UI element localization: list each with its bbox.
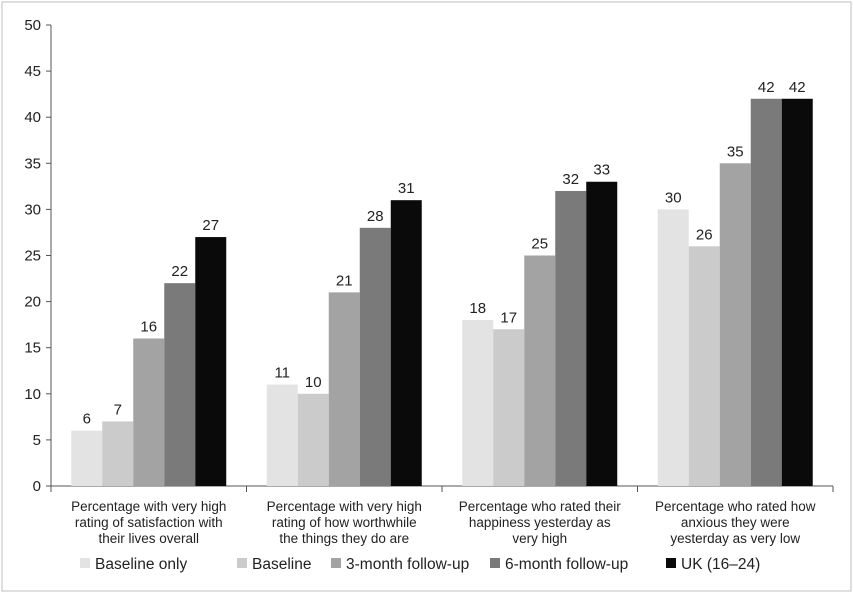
category-label-line: Percentage with very high: [71, 499, 226, 514]
category-label-line: their lives overall: [98, 531, 199, 546]
category-label-line: Percentage with very high: [267, 499, 422, 514]
data-label: 25: [531, 236, 548, 253]
category-label-line: the things they do are: [279, 531, 409, 546]
category-label-line: yesterday as very low: [670, 531, 800, 546]
y-tick-label: 25: [24, 248, 41, 265]
y-axis: 0 5 10 15 20 25 30 35 40 45 50: [24, 17, 52, 495]
bar: [719, 163, 751, 487]
y-tick-label: 5: [33, 432, 41, 449]
data-label: 21: [336, 272, 353, 289]
category-label-line: Percentage who rated how: [655, 499, 816, 514]
bar: [266, 384, 298, 486]
category-label-line: Percentage who rated their: [459, 499, 622, 514]
data-label: 27: [202, 217, 219, 234]
y-tick-label: 10: [24, 386, 41, 403]
category-label-line: very high: [512, 531, 567, 546]
bar: [462, 320, 494, 486]
bar: [328, 292, 360, 486]
legend-swatch: [666, 558, 676, 568]
legend-label: 6-month follow-up: [505, 556, 628, 573]
data-label: 16: [140, 318, 157, 335]
bar: [102, 421, 134, 486]
bar: [359, 227, 391, 486]
y-tick-label: 30: [24, 201, 41, 218]
data-label: 18: [469, 300, 486, 317]
y-tick-label: 0: [33, 478, 41, 495]
bar: [133, 338, 165, 486]
data-label: 42: [758, 79, 775, 96]
legend-swatch: [237, 558, 247, 568]
bars-group: [71, 98, 813, 487]
legend-label: Baseline: [252, 556, 311, 573]
data-label: 31: [398, 180, 415, 197]
legend-swatch: [80, 558, 90, 568]
data-label: 10: [305, 374, 322, 391]
legend-swatch: [331, 558, 341, 568]
bar: [688, 246, 720, 486]
category-label: Percentage who rated their happiness yest…: [459, 499, 622, 546]
legend-swatch: [490, 558, 500, 568]
data-label: 17: [500, 309, 517, 326]
bar: [657, 209, 689, 486]
bar: [750, 98, 782, 486]
category-label-line: happiness yesterday as: [469, 515, 611, 530]
data-label: 35: [727, 143, 744, 160]
data-labels-group: 6 11 18 30 7 10 17 26 16 21 25 35 22 28 32 42 27 31 33 42: [83, 79, 806, 428]
category-label: Percentage who rated how anxious they wer…: [655, 499, 816, 546]
y-tick-label: 20: [24, 294, 41, 311]
data-label: 32: [562, 171, 579, 188]
y-tick-label: 15: [24, 340, 41, 357]
bar: [781, 98, 813, 486]
category-label-line: anxious they were: [681, 515, 790, 530]
legend-label: 3-month follow-up: [346, 556, 469, 573]
y-tick-label: 45: [24, 63, 41, 80]
data-label: 7: [114, 401, 122, 418]
y-tick-label: 40: [24, 109, 41, 126]
data-label: 22: [171, 263, 188, 280]
bar: [195, 237, 227, 486]
category-label: Percentage with very high rating of how w…: [267, 499, 422, 546]
legend-label: Baseline only: [95, 556, 187, 573]
bar: [71, 430, 103, 486]
data-label: 6: [83, 411, 91, 428]
category-label-line: rating of satisfaction with: [75, 515, 223, 530]
data-label: 26: [696, 226, 713, 243]
bar: [164, 283, 196, 486]
data-label: 11: [274, 365, 290, 382]
bar: [524, 255, 556, 486]
category-label-line: rating of how worthwhile: [272, 515, 417, 530]
data-label: 30: [665, 189, 682, 206]
bar: [586, 181, 618, 487]
data-label: 42: [789, 79, 806, 96]
bar: [390, 200, 422, 486]
bar: [297, 393, 329, 486]
data-label: 28: [367, 208, 384, 225]
data-label: 33: [593, 162, 610, 179]
category-labels-group: Percentage with very high rating of satis…: [71, 499, 816, 546]
category-label: Percentage with very high rating of satis…: [71, 499, 226, 546]
legend: Baseline only Baseline 3-month follow-up 6-…: [80, 556, 760, 573]
y-tick-label: 50: [24, 17, 41, 34]
bar: [493, 329, 525, 486]
legend-label: UK (16–24): [681, 556, 760, 573]
y-tick-label: 35: [24, 155, 41, 172]
bar: [555, 190, 587, 486]
